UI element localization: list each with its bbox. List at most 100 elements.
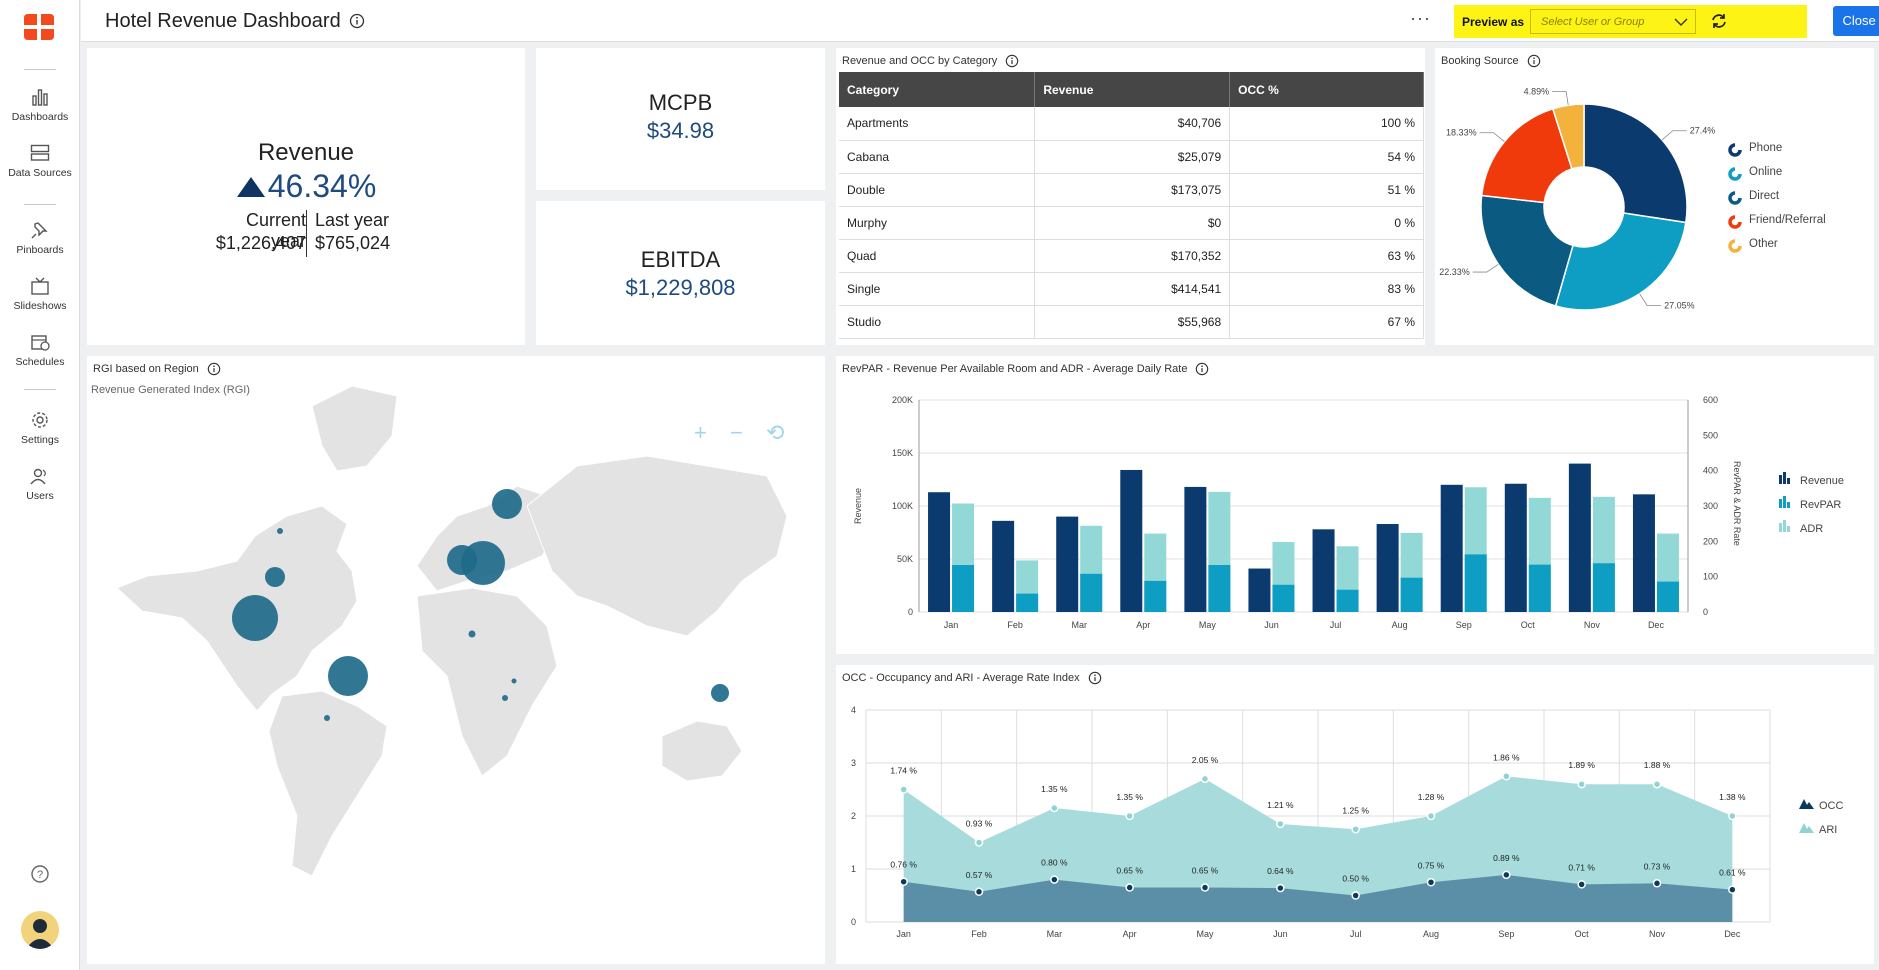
revenue-bar[interactable] <box>1504 483 1527 612</box>
occ-point[interactable] <box>1125 883 1134 892</box>
reset-zoom-button[interactable]: ⟲ <box>766 420 785 445</box>
calendar-clock-icon <box>31 335 50 351</box>
nav-schedules[interactable]: Schedules <box>0 333 80 368</box>
rgi-bubble[interactable] <box>711 684 729 702</box>
revpar-bar[interactable] <box>1080 573 1103 612</box>
occ-point[interactable] <box>974 887 984 897</box>
nav-dashboards[interactable]: Dashboards <box>0 88 80 123</box>
column-header[interactable]: OCC % <box>1229 72 1424 107</box>
revpar-bar[interactable] <box>1272 584 1295 612</box>
legend-item[interactable]: OCC <box>1799 799 1844 812</box>
donut-slice[interactable] <box>1480 107 1573 204</box>
revpar-bar[interactable] <box>1592 563 1615 612</box>
rgi-bubble[interactable] <box>232 595 278 641</box>
revenue-bar[interactable] <box>1568 463 1591 612</box>
info-icon[interactable] <box>1088 671 1102 685</box>
ari-point[interactable] <box>1728 811 1737 821</box>
column-header[interactable]: Category <box>839 72 1036 107</box>
refresh-icon[interactable] <box>1710 12 1728 30</box>
ari-point[interactable] <box>1652 779 1662 789</box>
rgi-bubble[interactable] <box>511 678 517 684</box>
nav-settings[interactable]: Settings <box>0 411 80 446</box>
preview-user-select[interactable]: Select User or Group <box>1530 9 1696 34</box>
revpar-bar[interactable] <box>1208 565 1231 612</box>
rgi-bubble[interactable] <box>277 528 283 534</box>
revpar-bar[interactable] <box>1016 593 1039 612</box>
ari-point[interactable] <box>1502 772 1511 781</box>
revenue-bar[interactable] <box>1632 494 1655 612</box>
occ-point[interactable] <box>1502 870 1511 880</box>
occ-point[interactable] <box>1426 878 1436 887</box>
revpar-bar[interactable] <box>1400 577 1423 612</box>
rgi-bubble[interactable] <box>492 489 522 519</box>
donut-slice[interactable] <box>1583 103 1688 224</box>
occ-point[interactable] <box>1276 883 1285 893</box>
revpar-bar[interactable] <box>1528 564 1551 612</box>
app-logo-icon[interactable] <box>22 10 56 44</box>
legend-item[interactable]: RevPAR <box>1779 496 1841 511</box>
rgi-bubble[interactable] <box>502 695 508 701</box>
legend-item[interactable]: Revenue <box>1779 472 1844 487</box>
ari-point[interactable] <box>1050 803 1059 813</box>
rgi-bubble[interactable] <box>328 656 368 696</box>
legend-item[interactable]: ARI <box>1799 823 1837 836</box>
close-preview-button[interactable]: Close Preview <box>1833 6 1879 36</box>
occ-point[interactable] <box>1728 885 1737 894</box>
revenue-bar[interactable] <box>1248 568 1271 612</box>
revpar-bar[interactable] <box>1336 589 1359 612</box>
rgi-bubble[interactable] <box>324 715 330 721</box>
occ-point[interactable] <box>1577 880 1586 889</box>
rgi-bubble[interactable] <box>447 545 477 575</box>
rgi-bubble[interactable] <box>468 630 476 638</box>
ari-point[interactable] <box>1426 811 1436 821</box>
occ-point[interactable] <box>1050 875 1059 884</box>
ari-point[interactable] <box>1125 811 1134 821</box>
info-icon[interactable] <box>207 362 221 376</box>
occ-point[interactable] <box>1652 879 1662 888</box>
occ-point[interactable] <box>1200 883 1210 892</box>
y-tick-label: 0 <box>908 607 913 617</box>
occ-point[interactable] <box>899 877 908 886</box>
legend-item[interactable]: ADR <box>1779 520 1823 535</box>
ari-point[interactable] <box>899 785 908 794</box>
revenue-bar[interactable] <box>1312 529 1335 612</box>
info-icon[interactable] <box>1527 54 1541 68</box>
revpar-bar[interactable] <box>952 565 975 612</box>
revenue-bar[interactable] <box>928 492 951 612</box>
ari-point[interactable] <box>1351 825 1360 834</box>
nav-users[interactable]: Users <box>0 467 80 502</box>
revenue-bar[interactable] <box>1440 484 1463 612</box>
revpar-bar[interactable] <box>1144 580 1167 612</box>
help-icon[interactable]: ? <box>30 864 50 884</box>
ari-point[interactable] <box>1276 819 1285 829</box>
x-tick-label: Jul <box>1330 620 1342 630</box>
nav-pinboards[interactable]: Pinboards <box>0 221 80 256</box>
preview-select-placeholder: Select User or Group <box>1541 16 1645 28</box>
revenue-bar[interactable] <box>992 520 1015 612</box>
ari-point[interactable] <box>974 838 984 847</box>
rgi-bubble[interactable] <box>265 567 285 587</box>
info-icon[interactable] <box>349 13 365 29</box>
donut-slice[interactable] <box>1554 212 1687 311</box>
zoom-in-button[interactable]: + <box>694 420 707 445</box>
revenue-bar[interactable] <box>1184 486 1207 612</box>
info-icon[interactable] <box>1195 362 1209 376</box>
donut-slice[interactable] <box>1551 103 1585 170</box>
zoom-out-button[interactable]: − <box>730 420 743 445</box>
ari-point[interactable] <box>1200 774 1210 784</box>
occ-point[interactable] <box>1351 891 1360 900</box>
ari-point[interactable] <box>1577 779 1586 789</box>
revpar-bar[interactable] <box>1656 581 1679 612</box>
card-title-text: RevPAR - Revenue Per Available Room and … <box>842 362 1188 375</box>
donut-slice[interactable] <box>1480 194 1574 307</box>
revpar-bar[interactable] <box>1464 554 1487 612</box>
avatar[interactable] <box>21 911 59 949</box>
nav-data-sources[interactable]: Data Sources <box>0 144 80 179</box>
revenue-bar[interactable] <box>1376 524 1399 612</box>
revenue-bar[interactable] <box>1056 516 1079 612</box>
more-menu-button[interactable]: ··· <box>1410 8 1431 28</box>
info-icon[interactable] <box>1005 54 1019 68</box>
revenue-bar[interactable] <box>1120 469 1143 612</box>
column-header[interactable]: Revenue <box>1034 72 1231 107</box>
nav-slideshows[interactable]: Slideshows <box>0 277 80 312</box>
